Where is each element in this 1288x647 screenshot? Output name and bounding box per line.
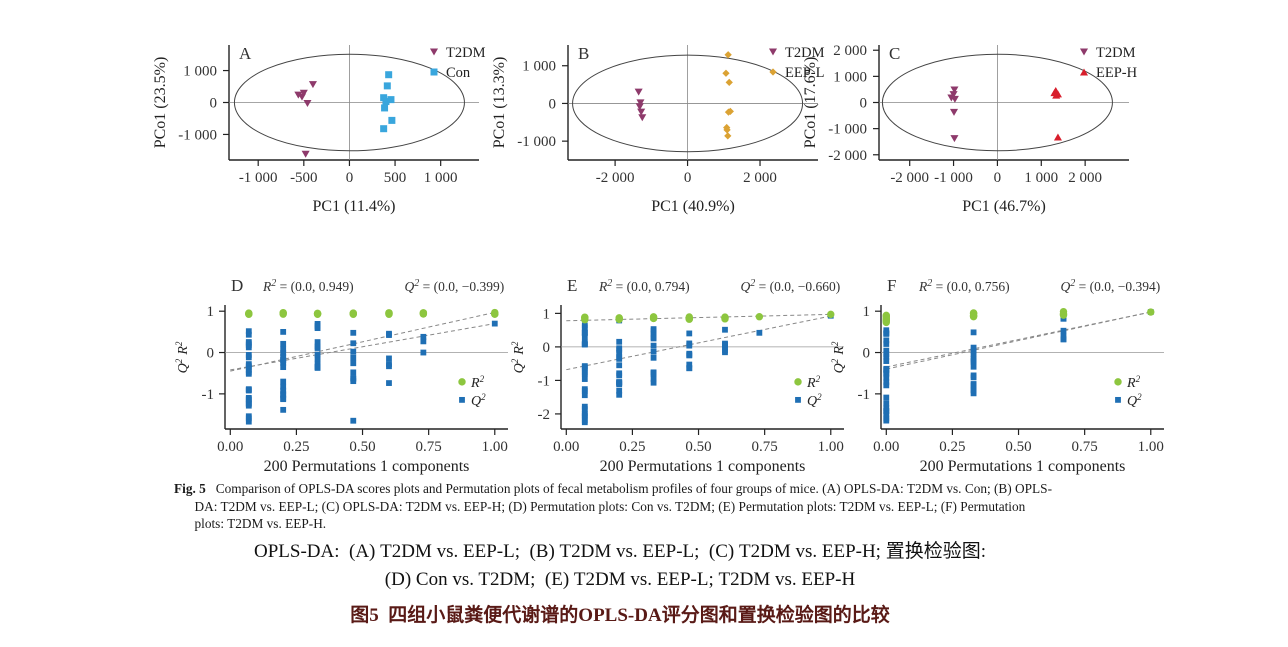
svg-text:Q2: Q2 bbox=[1127, 392, 1142, 409]
svg-text:0: 0 bbox=[549, 97, 557, 113]
svg-text:PCo1 (23.5%): PCo1 (23.5%) bbox=[152, 57, 169, 149]
svg-text:PC1 (11.4%): PC1 (11.4%) bbox=[312, 198, 395, 215]
svg-text:1 000: 1 000 bbox=[833, 70, 867, 86]
svg-text:0: 0 bbox=[994, 170, 1002, 186]
svg-text:0: 0 bbox=[542, 340, 550, 356]
svg-text:0.00: 0.00 bbox=[217, 439, 243, 455]
svg-text:0: 0 bbox=[859, 96, 867, 112]
svg-text:-1: -1 bbox=[201, 387, 214, 403]
svg-text:0.25: 0.25 bbox=[939, 439, 965, 455]
svg-text:PCo1 (13.3%): PCo1 (13.3%) bbox=[491, 57, 508, 149]
svg-text:-2: -2 bbox=[537, 407, 550, 423]
svg-text:1 000: 1 000 bbox=[1024, 170, 1058, 186]
svg-text:F: F bbox=[887, 276, 896, 295]
svg-text:1.00: 1.00 bbox=[1137, 439, 1163, 455]
svg-text:R2 = (0.0, 0.949): R2 = (0.0, 0.949) bbox=[262, 278, 354, 295]
svg-text:2 000: 2 000 bbox=[833, 43, 867, 59]
svg-text:0.50: 0.50 bbox=[1005, 439, 1031, 455]
svg-text:0.75: 0.75 bbox=[751, 439, 777, 455]
svg-text:R2 = (0.0, 0.756): R2 = (0.0, 0.756) bbox=[918, 278, 1010, 295]
svg-text:Q2 = (0.0, −0.660): Q2 = (0.0, −0.660) bbox=[740, 278, 840, 295]
svg-text:0: 0 bbox=[209, 96, 217, 112]
svg-text:0.50: 0.50 bbox=[685, 439, 711, 455]
svg-text:A: A bbox=[239, 44, 252, 63]
svg-text:200 Permutations 1 components: 200 Permutations 1 components bbox=[599, 458, 805, 475]
svg-text:0: 0 bbox=[206, 346, 214, 362]
svg-text:Q2: Q2 bbox=[471, 392, 486, 409]
svg-text:0: 0 bbox=[345, 170, 353, 186]
svg-text:1.00: 1.00 bbox=[481, 439, 507, 455]
svg-text:PC1 (40.9%): PC1 (40.9%) bbox=[651, 198, 735, 215]
svg-text:Con: Con bbox=[446, 65, 471, 81]
svg-text:0.75: 0.75 bbox=[1071, 439, 1097, 455]
svg-text:0.25: 0.25 bbox=[283, 439, 309, 455]
svg-text:-1 000: -1 000 bbox=[238, 170, 277, 186]
svg-text:0.75: 0.75 bbox=[415, 439, 441, 455]
svg-text:200 Permutations 1 components: 200 Permutations 1 components bbox=[919, 458, 1125, 475]
svg-text:0.00: 0.00 bbox=[553, 439, 579, 455]
svg-text:PCo1 (17.6%): PCo1 (17.6%) bbox=[802, 57, 819, 149]
svg-text:Q2: Q2 bbox=[174, 358, 191, 373]
svg-text:-1: -1 bbox=[537, 373, 550, 389]
svg-text:1 000: 1 000 bbox=[522, 59, 556, 75]
svg-text:-1 000: -1 000 bbox=[828, 122, 867, 138]
svg-text:-2 000: -2 000 bbox=[596, 170, 635, 186]
svg-text:-1 000: -1 000 bbox=[934, 170, 973, 186]
svg-text:-2 000: -2 000 bbox=[828, 148, 867, 164]
svg-text:2 000: 2 000 bbox=[743, 170, 777, 186]
svg-text:0: 0 bbox=[684, 170, 692, 186]
svg-text:D: D bbox=[231, 276, 243, 295]
svg-text:1: 1 bbox=[542, 306, 550, 322]
svg-text:1 000: 1 000 bbox=[423, 170, 457, 186]
svg-text:R2: R2 bbox=[830, 341, 847, 356]
svg-text:Q2: Q2 bbox=[807, 392, 822, 409]
svg-text:1: 1 bbox=[862, 304, 870, 320]
svg-text:-1 000: -1 000 bbox=[517, 134, 556, 150]
svg-text:200 Permutations 1 components: 200 Permutations 1 components bbox=[263, 458, 469, 475]
svg-text:0.50: 0.50 bbox=[349, 439, 375, 455]
svg-text:0.25: 0.25 bbox=[619, 439, 645, 455]
svg-text:2 000: 2 000 bbox=[1068, 170, 1102, 186]
svg-text:-1 000: -1 000 bbox=[178, 128, 217, 144]
svg-text:Q2 = (0.0, −0.394): Q2 = (0.0, −0.394) bbox=[1060, 278, 1160, 295]
svg-text:PC1 (46.7%): PC1 (46.7%) bbox=[962, 198, 1046, 215]
svg-text:Q2: Q2 bbox=[510, 358, 527, 373]
svg-text:C: C bbox=[889, 44, 900, 63]
svg-text:R2: R2 bbox=[470, 374, 485, 391]
svg-text:1: 1 bbox=[206, 304, 214, 320]
svg-text:0.00: 0.00 bbox=[873, 439, 899, 455]
svg-text:R2: R2 bbox=[1126, 374, 1141, 391]
svg-text:R2: R2 bbox=[510, 341, 527, 356]
svg-text:-1: -1 bbox=[857, 387, 870, 403]
svg-text:1 000: 1 000 bbox=[183, 64, 217, 80]
svg-text:Q2: Q2 bbox=[830, 358, 847, 373]
svg-text:R2 = (0.0, 0.794): R2 = (0.0, 0.794) bbox=[598, 278, 690, 295]
svg-text:T2DM: T2DM bbox=[446, 45, 486, 61]
svg-text:E: E bbox=[567, 276, 577, 295]
svg-text:T2DM: T2DM bbox=[1096, 45, 1136, 61]
svg-text:500: 500 bbox=[383, 170, 406, 186]
svg-text:R2: R2 bbox=[174, 341, 191, 356]
svg-text:-2 000: -2 000 bbox=[890, 170, 929, 186]
svg-text:0: 0 bbox=[862, 346, 870, 362]
svg-text:-500: -500 bbox=[290, 170, 318, 186]
svg-text:R2: R2 bbox=[806, 374, 821, 391]
svg-text:Q2 = (0.0, −0.399): Q2 = (0.0, −0.399) bbox=[404, 278, 504, 295]
svg-text:EEP-H: EEP-H bbox=[1096, 65, 1138, 81]
svg-text:B: B bbox=[578, 44, 589, 63]
